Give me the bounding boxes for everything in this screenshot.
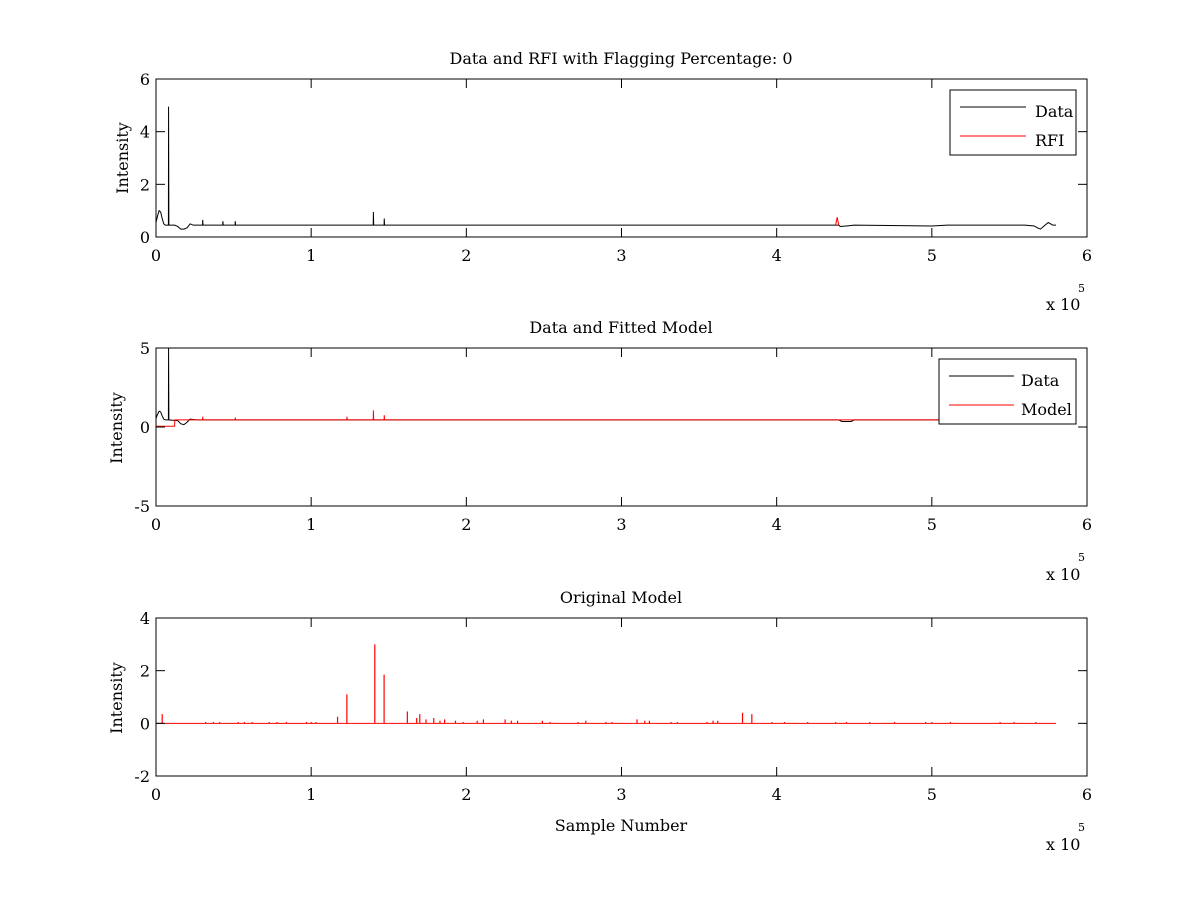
panel-1-x-tick-label: 3 — [616, 246, 626, 265]
panel-2-legend-box — [938, 358, 1077, 425]
panel-1-x-multiplier: x 10 — [1046, 295, 1080, 314]
panel-2-x-tick-label: 4 — [772, 515, 782, 534]
panel-3-x-tick-label: 3 — [616, 785, 626, 804]
panel-1-x-tick-label: 1 — [306, 246, 316, 265]
panel-3-y-tick-label: -2 — [134, 767, 150, 786]
panel-2-ylabel: Intensity — [107, 392, 126, 464]
panel-2-x-tick-label: 6 — [1082, 515, 1092, 534]
panel-3-x-tick-label: 1 — [306, 785, 316, 804]
panel-1-legend: Data RFI — [949, 89, 1077, 156]
panel-3-xlabel: Sample Number — [555, 816, 688, 835]
panel-3-x-multiplier-exponent: 5 — [1078, 821, 1085, 834]
panel-3-x-tick-label: 5 — [927, 785, 937, 804]
panel-2-x-multiplier: x 10 — [1046, 565, 1080, 584]
panel-1-y-tick-label: 0 — [140, 228, 150, 247]
panel-2-x-tick-label: 3 — [616, 515, 626, 534]
panel-3-x-multiplier: x 10 — [1046, 835, 1080, 854]
panel-1-y-tick-label: 2 — [140, 175, 150, 194]
panel-2: Data and Fitted Model Intensity 0 1 2 3 4 5 6 -… — [107, 318, 1092, 584]
panel-2-x-tick-label: 0 — [151, 515, 161, 534]
panel-1-x-tick-label: 4 — [772, 246, 782, 265]
panel-1-legend-label-data: Data — [1035, 102, 1074, 121]
panel-1-ylabel: Intensity — [113, 122, 132, 194]
panel-3-x-tick-label: 2 — [461, 785, 471, 804]
panel-3-x-tick-label: 6 — [1082, 785, 1092, 804]
panel-3-y-tick-label: 2 — [140, 662, 150, 681]
panel-1-x-tick-label: 5 — [927, 246, 937, 265]
panel-2-y-tick-label: 0 — [140, 418, 150, 437]
panel-1-x-tick-label: 0 — [151, 246, 161, 265]
panel-2-x-tick-label: 1 — [306, 515, 316, 534]
panel-2-series-line-data — [155, 347, 1056, 426]
panel-1-legend-label-rfi: RFI — [1035, 131, 1064, 150]
panel-2-x-tick-label: 2 — [461, 515, 471, 534]
panel-1-y-tick-label: 4 — [140, 123, 150, 142]
panel-3-y-tick-label: 0 — [140, 714, 150, 733]
panel-3-frame — [155, 617, 1088, 777]
panel-1-series-line-rfi — [835, 217, 840, 226]
panel-2-frame — [155, 347, 1088, 507]
panel-3-x-tick-label: 0 — [151, 785, 161, 804]
panel-2-y-tick-label: 5 — [140, 339, 150, 358]
panel-1-x-tick-label: 6 — [1082, 246, 1092, 265]
panel-1-x-tick-label: 2 — [461, 246, 471, 265]
panel-3-plot — [156, 644, 1056, 724]
panel-1-series-line-data — [155, 106, 1056, 230]
panel-2-legend: Data Model — [938, 358, 1077, 425]
panel-2-plot — [155, 347, 1056, 427]
panel-1-y-tick-label: 6 — [140, 70, 150, 89]
panel-1-x-multiplier-exponent: 5 — [1078, 282, 1085, 295]
panel-2-ticks: 0 1 2 3 4 5 6-505 — [134, 339, 1092, 534]
panel-2-legend-label-model: Model — [1021, 400, 1072, 419]
panel-2-series-line-model — [156, 410, 1056, 427]
panel-2-title: Data and Fitted Model — [529, 318, 712, 337]
panel-2-y-tick-label: -5 — [134, 497, 150, 516]
panel-1-title: Data and RFI with Flagging Percentage: 0 — [449, 49, 792, 68]
panel-1-legend-box — [949, 89, 1077, 156]
panel-1-plot — [155, 106, 1056, 230]
panel-3-title: Original Model — [560, 588, 682, 607]
panel-2-x-tick-label: 5 — [927, 515, 937, 534]
panel-1-frame — [155, 78, 1088, 238]
panel-1: Data and RFI with Flagging Percentage: 0… — [113, 49, 1092, 314]
panel-2-x-multiplier-exponent: 5 — [1078, 551, 1085, 564]
panel-2-legend-label-data: Data — [1021, 371, 1060, 390]
panel-3-y-tick-label: 4 — [140, 609, 150, 628]
panel-3-x-tick-label: 4 — [772, 785, 782, 804]
panel-3-ylabel: Intensity — [107, 662, 126, 734]
